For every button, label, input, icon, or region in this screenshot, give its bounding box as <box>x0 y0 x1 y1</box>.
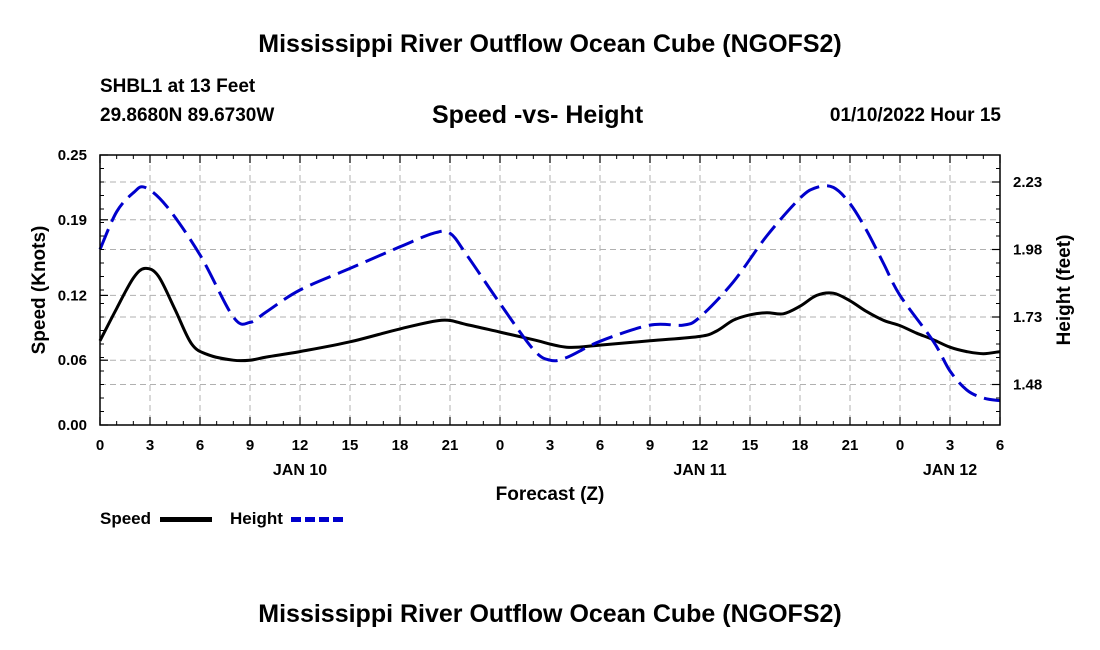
y2-tick-label: 2.23 <box>1013 174 1042 191</box>
station-name: SHBL1 at 13 Feet <box>100 76 256 97</box>
y-tick-label: 0.00 <box>58 417 87 434</box>
x-tick-label: 21 <box>842 437 859 454</box>
x-tick-label: 12 <box>292 437 309 454</box>
x-tick-label: 6 <box>196 437 204 454</box>
forecast-run-time: 01/10/2022 Hour 15 <box>829 105 1001 126</box>
x-tick-label: 3 <box>946 437 954 454</box>
legend-speed-swatch <box>160 517 212 522</box>
date-label: JAN 10 <box>273 462 327 479</box>
x-tick-label: 6 <box>996 437 1004 454</box>
footer-title: Mississippi River Outflow Ocean Cube (NG… <box>258 600 842 628</box>
legend-speed-label: Speed <box>100 509 152 528</box>
speed-series-line <box>98 266 1001 363</box>
height-series-line <box>98 184 1001 403</box>
x-tick-label: 12 <box>692 437 709 454</box>
x-tick-label: 15 <box>742 437 759 454</box>
x-tick-label: 3 <box>146 437 154 454</box>
y-tick-label: 0.06 <box>58 352 87 369</box>
y2-tick-label: 1.48 <box>1013 377 1042 394</box>
x-tick-label: 18 <box>392 437 409 454</box>
x-tick-label: 9 <box>646 437 654 454</box>
x-tick-label: 3 <box>546 437 554 454</box>
date-label: JAN 12 <box>923 462 977 479</box>
chart-grid <box>100 155 1000 425</box>
y2-tick-label: 1.73 <box>1013 309 1042 326</box>
x-tick-label: 21 <box>442 437 459 454</box>
legend-height-label: Height <box>230 509 283 528</box>
x-axis-title: Forecast (Z) <box>496 484 605 505</box>
y-tick-label: 0.19 <box>58 212 87 229</box>
chart-subtitle: Speed -vs- Height <box>432 101 644 129</box>
x-tick-label: 0 <box>896 437 904 454</box>
y2-axis-title: Height (feet) <box>1054 235 1075 346</box>
y-tick-label: 0.12 <box>58 287 87 304</box>
y-tick-label: 0.25 <box>58 147 87 164</box>
x-tick-label: 0 <box>496 437 504 454</box>
date-label: JAN 11 <box>673 462 726 479</box>
legend-height-swatch <box>291 517 343 522</box>
x-tick-label: 6 <box>596 437 604 454</box>
x-tick-label: 0 <box>96 437 104 454</box>
chart-axes: 0 3 6 9 12 15 18 21 0 3 6 9 12 15 18 21 0 3 6 JAN 10 JAN 11 J… <box>58 147 1042 479</box>
x-tick-label: 18 <box>792 437 809 454</box>
y-axis-title: Speed (Knots) <box>29 226 50 355</box>
chart-series <box>98 184 1001 403</box>
y2-tick-label: 1.98 <box>1013 242 1042 259</box>
x-tick-label: 9 <box>246 437 254 454</box>
x-tick-label: 15 <box>342 437 359 454</box>
station-coordinates: 29.8680N 89.6730W <box>100 105 275 126</box>
chart-title: Mississippi River Outflow Ocean Cube (NG… <box>258 30 842 58</box>
